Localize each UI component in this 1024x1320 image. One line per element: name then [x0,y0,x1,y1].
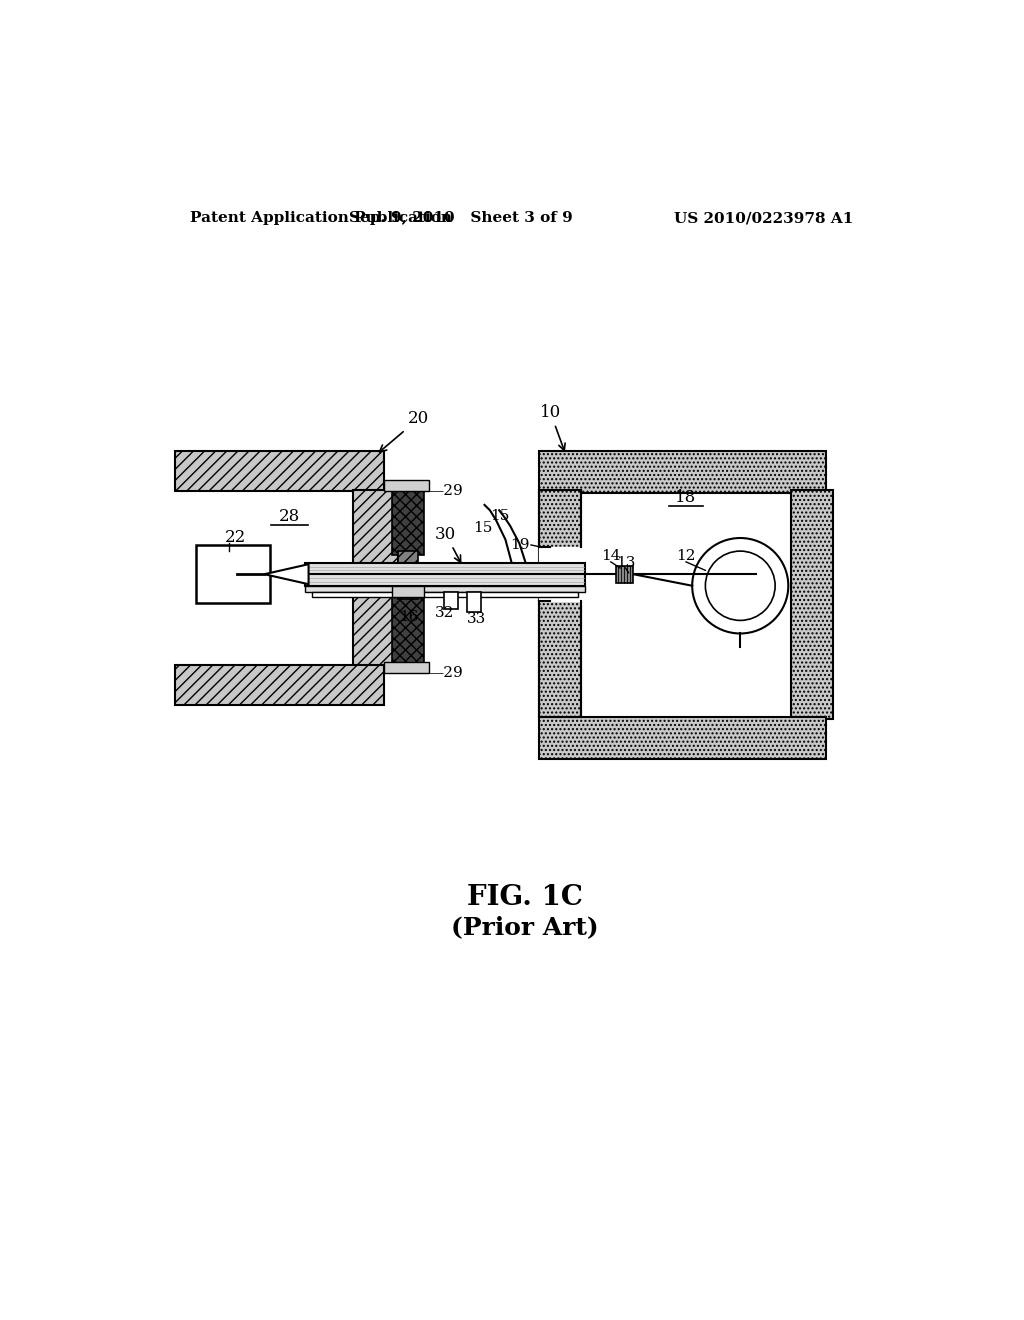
Bar [352,490,397,667]
Bar [444,591,458,609]
Bar [305,562,586,586]
Text: US 2010/0223978 A1: US 2010/0223978 A1 [674,211,853,226]
Text: —29: —29 [429,484,464,498]
Bar [397,552,418,599]
Bar [539,717,825,759]
Circle shape [692,539,788,634]
Text: Sep. 9, 2010   Sheet 3 of 9: Sep. 9, 2010 Sheet 3 of 9 [349,211,573,226]
Text: 14: 14 [601,549,621,562]
Text: 18: 18 [676,488,696,506]
Text: 33: 33 [467,612,486,626]
Text: 13: 13 [615,556,635,570]
Text: 16: 16 [398,610,418,623]
Bar [391,490,424,554]
Bar [174,665,384,705]
Bar [539,548,583,601]
Bar [312,591,578,597]
Bar [467,591,481,612]
Text: 15: 15 [490,510,510,524]
Bar [384,480,429,491]
Bar [197,545,270,603]
Text: 15: 15 [473,521,493,535]
Bar [305,586,586,591]
Bar [539,451,825,494]
Circle shape [706,552,775,620]
Text: 19: 19 [510,539,529,552]
Text: 30: 30 [435,525,461,562]
Bar [391,586,424,597]
Bar [391,597,424,663]
Text: 22: 22 [224,529,246,545]
Bar [791,490,834,719]
Text: 12: 12 [676,549,695,562]
Text: FIG. 1C: FIG. 1C [467,884,583,911]
Text: 20: 20 [380,411,429,451]
Text: 32: 32 [434,606,454,619]
Text: (Prior Art): (Prior Art) [451,915,599,939]
Bar [539,490,582,717]
Text: 10: 10 [540,404,565,450]
Text: Patent Application Publication: Patent Application Publication [190,211,452,226]
Text: —29: —29 [429,665,464,680]
Bar [616,566,633,582]
Bar [384,663,429,673]
Bar [174,451,384,491]
Text: 28: 28 [279,508,300,525]
Polygon shape [264,564,308,585]
